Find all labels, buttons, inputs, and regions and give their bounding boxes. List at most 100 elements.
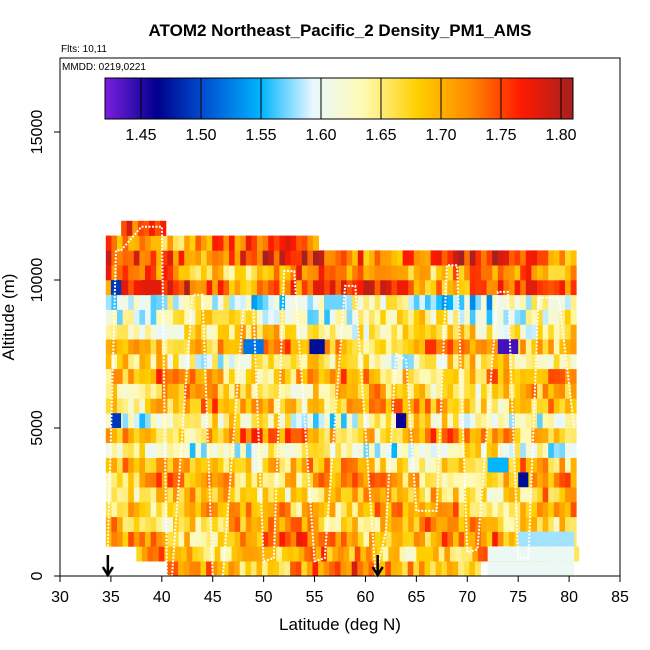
heatmap-cell [279,502,286,518]
heatmap-cell [234,383,241,399]
heatmap-cell [436,413,443,429]
heatmap-cell [117,472,124,488]
heatmap-cell [139,428,146,444]
heatmap-cell [570,502,577,518]
heatmap-cell [296,502,303,518]
heatmap-cell [486,398,493,414]
heatmap-cell [265,546,272,562]
heatmap-cell [458,398,465,414]
heatmap-cell [285,428,292,444]
colorbar-tick-label: 1.50 [185,127,216,144]
heatmap-cell [206,339,213,355]
heatmap-cell [334,561,341,576]
heatmap-cell [531,324,538,340]
heatmap-cell [240,428,247,444]
heatmap-cell [296,457,303,473]
heatmap-cell [195,265,202,281]
heatmap-cell [469,324,476,340]
heatmap-cell [234,235,241,251]
heatmap-cell [357,383,364,399]
heatmap-cell [335,309,342,325]
heatmap-cell [525,457,532,473]
heatmap-cell [503,531,510,547]
heatmap-cell [285,339,292,355]
heatmap-cell-anomaly [518,472,529,488]
heatmap-cell [413,516,420,532]
heatmap-cell [481,516,488,532]
heatmap-cell [436,472,443,488]
heatmap-cell [257,265,264,281]
heatmap-cell [402,472,409,488]
heatmap-cell [122,516,129,532]
heatmap-cell [251,354,258,370]
heatmap-cell [425,531,432,547]
heatmap-cell [352,398,359,414]
heatmap-cell [201,294,208,310]
heatmap-cell [139,339,146,355]
heatmap-cell [374,339,381,355]
heatmap-cell [251,502,258,518]
heatmap-cell [374,487,381,503]
heatmap-cell [257,428,264,444]
heatmap-cell [453,457,460,473]
heatmap-cell [117,383,124,399]
heatmap-cell [425,280,432,296]
heatmap-cell [548,398,555,414]
heatmap-cell [503,294,510,310]
heatmap-cell [436,487,443,503]
heatmap-cell [248,546,255,562]
heatmap-cell [307,368,314,384]
heatmap-cell [413,354,420,370]
heatmap-cell [279,442,286,458]
heatmap-cell [380,413,387,429]
x-tick-label: 45 [204,589,222,606]
heatmap-cell [385,398,392,414]
heatmap-cell [195,339,202,355]
heatmap-cell [453,487,460,503]
heatmap-cell [122,442,129,458]
heatmap-cell [525,502,532,518]
heatmap-cell [318,487,325,503]
heatmap-cell [296,428,303,444]
heatmap-cell [341,280,348,296]
heatmap-cell [281,546,288,562]
heatmap-cell [223,324,230,340]
heatmap-cell [441,487,448,503]
heatmap-cell [408,502,415,518]
heatmap-cell [475,398,482,414]
heatmap-cell [357,398,364,414]
heatmap-cell [385,339,392,355]
heatmap-cell [307,354,314,370]
heatmap-cell-anomaly [110,413,122,428]
heatmap-cell [537,294,544,310]
heatmap-cell [257,309,264,325]
heatmap-cell [111,428,118,444]
heatmap-cell [430,516,437,532]
heatmap-cell [178,502,185,518]
heatmap-cell [262,235,269,251]
heatmap-cell [340,561,347,576]
heatmap-cell [268,265,275,281]
heatmap-cell [458,339,465,355]
heatmap-cell [273,280,280,296]
heatmap-cell [531,516,538,532]
heatmap-cell [363,265,370,281]
heatmap-cell [514,280,521,296]
heatmap-cell [145,487,152,503]
colorbar-ticks: 1.45 1.50 1.55 1.60 1.65 1.70 1.75 1.80 [125,78,577,144]
heatmap-cell [105,280,112,296]
heatmap-cell [212,339,219,355]
heatmap-cell [285,294,292,310]
heatmap-cell [492,368,499,384]
heatmap-cell [419,457,426,473]
heatmap-cell [111,457,118,473]
heatmap-cell [105,442,112,458]
heatmap-cell [251,413,258,429]
heatmap-cell [390,561,397,576]
heatmap-cell [509,487,516,503]
heatmap-cell [212,324,219,340]
heatmap-cell [447,457,454,473]
heatmap-cell [548,280,555,296]
heatmap-cell [486,265,493,281]
heatmap-cell [570,368,577,384]
